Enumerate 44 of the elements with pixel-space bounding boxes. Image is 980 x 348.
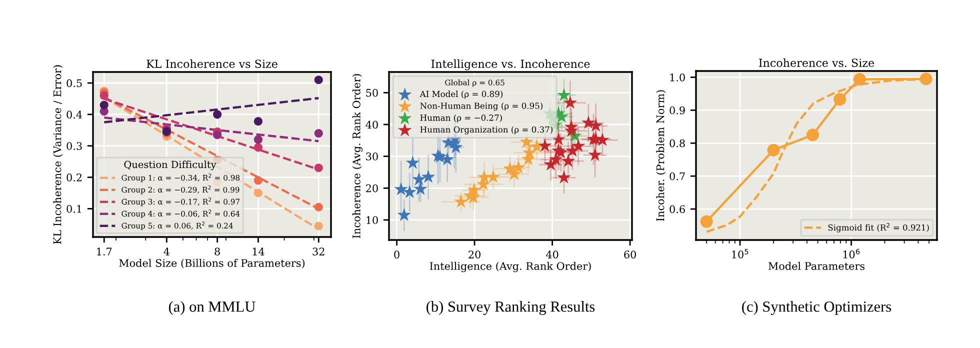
x-tick-label: 10$^{5}$ [732, 248, 748, 258]
legend-label: Sigmoid fit (R$^{2}$ = 0.921) [828, 223, 929, 232]
y-tick-label: 30 [366, 152, 378, 160]
x-tick-label: 14 [252, 248, 264, 256]
x-tick-label: 0 [394, 250, 400, 258]
chart-title: KL Incoherence vs Size [146, 59, 278, 68]
x-tick-label: 40 [546, 250, 558, 258]
y-tick-label: 10 [366, 216, 378, 224]
x-tick-label: 8 [214, 248, 220, 256]
text: (a) on MMLU [168, 301, 256, 315]
text: (c) Synthetic Optimizers [742, 301, 892, 315]
y-tick-label: 0.4 [66, 110, 82, 119]
y-tick-label: 0.3 [66, 142, 82, 150]
y-tick-label: 0.9 [670, 106, 685, 114]
y-tick-label: 50 [366, 88, 378, 97]
x-tick-label: 1.7 [97, 248, 112, 256]
legend-label: Human (ρ = −0.27) [420, 114, 502, 122]
text: (b) Survey Ranking Results [426, 301, 595, 315]
y-tick-label: 0.6 [670, 205, 685, 214]
y-tick-label: 0.1 [66, 204, 82, 213]
y-axis-title: KL Incoherence (Variance / Error) [53, 65, 63, 244]
y-tick-label: 1.0 [670, 73, 685, 82]
x-tick-label: 60 [624, 250, 636, 258]
y-tick-label: 20 [366, 184, 378, 192]
y-tick-label: 0.2 [66, 174, 82, 182]
x-axis-title: Model Size (Billions of Parameters) [119, 258, 305, 268]
x-tick-label: 20 [468, 250, 480, 258]
legend-label: Human Organization (ρ = 0.37) [420, 126, 552, 134]
legend-label: AI Model (ρ = 0.89) [420, 90, 502, 99]
y-axis-title: Incoherence (Avg. Rank Order) [352, 74, 363, 238]
y-tick-label: 0.7 [670, 172, 685, 180]
x-axis-title: Model Parameters [768, 262, 864, 270]
x-tick-label: 32 [312, 248, 324, 256]
legend-title: Question Difficulty [124, 160, 216, 170]
legend-label: Non-Human Being (ρ = 0.95) [420, 102, 542, 111]
y-axis-title: Incoher. (Problem Norm) [656, 90, 666, 222]
y-tick-label: 0.5 [66, 79, 82, 88]
y-tick-label: 40 [366, 120, 378, 129]
y-tick-label: 0.8 [670, 139, 685, 148]
x-tick-label: 4 [164, 248, 170, 256]
x-axis-title: Intelligence (Avg. Rank Order) [430, 262, 591, 272]
chart-title: Intelligence vs. Incoherence [431, 59, 590, 70]
x-tick-label: 10$^{6}$ [843, 248, 860, 258]
chart-title: Incoherence vs. Size [759, 58, 874, 67]
